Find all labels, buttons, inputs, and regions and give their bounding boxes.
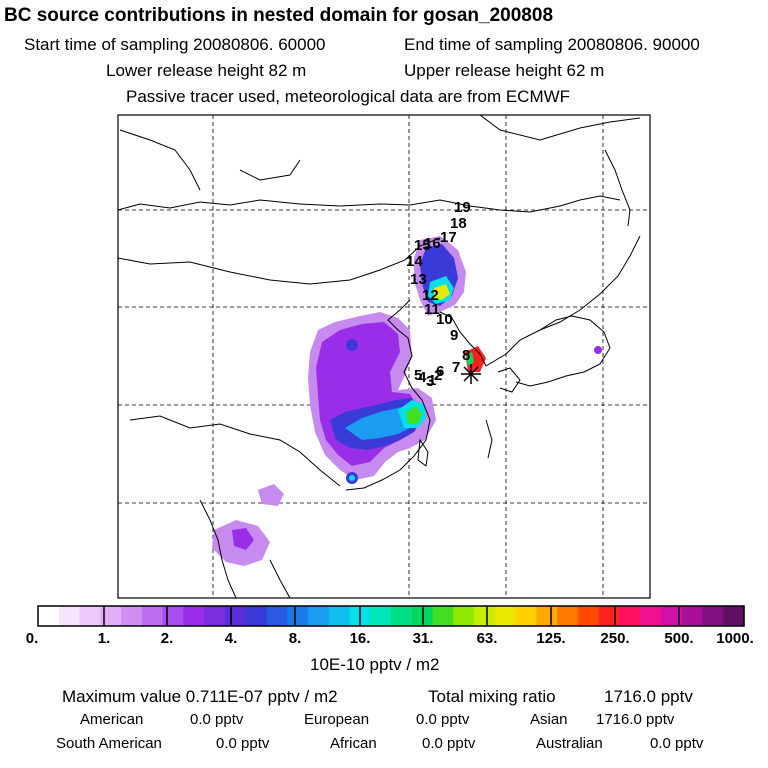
colorbar-cell — [681, 606, 704, 626]
colorbar-cell — [121, 606, 143, 626]
colorbar-tick-label: 31. — [412, 630, 434, 647]
african-label: African — [330, 735, 377, 752]
trajectory-label: 3 — [426, 373, 434, 390]
colorbar-tick-label: 4. — [224, 630, 238, 647]
plume-yellowgreen — [406, 406, 422, 424]
south-american-value: 0.0 pptv — [216, 735, 270, 752]
asian-value: 1716.0 pptv — [596, 711, 675, 728]
trajectory-label: 7 — [452, 359, 460, 376]
colorbar-tick-label: 0. — [25, 630, 39, 647]
colorbar-cell — [307, 606, 330, 626]
south-american-label: South American — [56, 735, 162, 752]
colorbar-cell — [619, 606, 641, 626]
colorbar-cell — [224, 606, 247, 626]
colorbar-cell — [577, 606, 600, 626]
colorbar-cell — [370, 606, 392, 626]
colorbar-cell — [58, 606, 81, 626]
colorbar-cell — [453, 606, 475, 626]
asian-label: Asian — [530, 711, 568, 728]
colorbar-tick-label: 1000. — [716, 630, 754, 647]
colorbar-cell — [245, 606, 268, 626]
colorbar-cell — [598, 606, 621, 626]
colorbar-cell — [38, 606, 60, 626]
trajectory-label: 19 — [454, 199, 471, 216]
american-label: American — [80, 711, 144, 728]
lower-release-height: Lower release height 82 m — [106, 61, 307, 80]
trajectory-label: 6 — [436, 363, 444, 380]
plume-layer — [212, 236, 602, 566]
european-label: European — [304, 711, 370, 728]
colorbar-cell — [474, 606, 496, 626]
colorbar-tick-label: 125. — [536, 630, 566, 647]
total-mixing-label: Total mixing ratio — [428, 687, 556, 706]
european-value: 0.0 pptv — [416, 711, 470, 728]
colorbar-tick-label: 8. — [288, 630, 302, 647]
colorbar-cell — [79, 606, 101, 626]
colorbar-cell — [183, 606, 205, 626]
trajectory-label: 4 — [418, 369, 427, 386]
coastlines — [117, 114, 641, 599]
trajectory-label: 17 — [440, 229, 457, 246]
trajectory-label: 15 — [414, 237, 431, 254]
colorbar-cell — [204, 606, 226, 626]
trajectory-label: 11 — [424, 301, 440, 318]
colorbar-tick-label: 250. — [600, 630, 630, 647]
max-value: Maximum value 0.711E-07 pptv / m2 — [62, 687, 338, 706]
figure-title: BC source contributions in nested domain… — [4, 5, 554, 26]
colorbar-tick-label: 63. — [476, 630, 498, 647]
trajectory-label: 8 — [462, 347, 470, 364]
trajectory-label: 2 — [434, 367, 442, 384]
lat-lon-grid — [118, 115, 650, 598]
colorbar-cell — [536, 606, 558, 626]
trajectory-label: 9 — [450, 327, 458, 344]
plume-south — [258, 484, 284, 506]
colorbar-cell — [266, 606, 288, 626]
colorbar-cell — [640, 606, 662, 626]
colorbar-cell — [660, 606, 683, 626]
trajectory-label: 10 — [436, 311, 453, 328]
colorbar-units: 10E-10 pptv / m2 — [310, 655, 440, 674]
colorbar-cell — [287, 606, 309, 626]
end-time: End time of sampling 20080806. 90000 — [404, 35, 700, 54]
colorbar-cell — [494, 606, 517, 626]
plume-indochina-inner — [232, 528, 254, 550]
tracer-note: Passive tracer used, meteorological data… — [126, 87, 571, 106]
trajectory-label: 13 — [410, 271, 427, 288]
colorbar-tick-label: 2. — [160, 630, 174, 647]
colorbar-cell — [557, 606, 579, 626]
start-time: Start time of sampling 20080806. 60000 — [24, 35, 326, 54]
colorbar-cell — [702, 606, 724, 626]
trajectory-label: 1 — [428, 372, 436, 389]
colorbar-cell — [100, 606, 122, 626]
trajectory-label: 18 — [450, 215, 467, 232]
colorbar-tick-label: 16. — [349, 630, 371, 647]
colorbar-cell — [723, 606, 745, 626]
colorbar-cell — [162, 606, 184, 626]
colorbar-cell — [432, 606, 454, 626]
african-value: 0.0 pptv — [422, 735, 476, 752]
colorbar-cells — [38, 606, 745, 626]
total-mixing-value: 1716.0 pptv — [604, 687, 693, 706]
trajectory-label: 12 — [422, 287, 439, 304]
colorbar-cell — [141, 606, 164, 626]
colorbar-tick-label: 1. — [97, 630, 111, 647]
colorbar-tick-label: 500. — [664, 630, 694, 647]
trajectory-label: 14 — [406, 253, 423, 270]
plume-northeast-yellow — [434, 284, 450, 300]
australian-value: 0.0 pptv — [650, 735, 704, 752]
colorbar-cell — [391, 606, 413, 626]
trajectory-label: 16 — [424, 235, 441, 252]
upper-release-height: Upper release height 62 m — [404, 61, 605, 80]
australian-label: Australian — [536, 735, 603, 752]
colorbar-cell — [515, 606, 537, 626]
trajectory-label: 5 — [414, 367, 422, 384]
american-value: 0.0 pptv — [190, 711, 244, 728]
colorbar-cell — [328, 606, 351, 626]
star-icon — [461, 364, 481, 384]
